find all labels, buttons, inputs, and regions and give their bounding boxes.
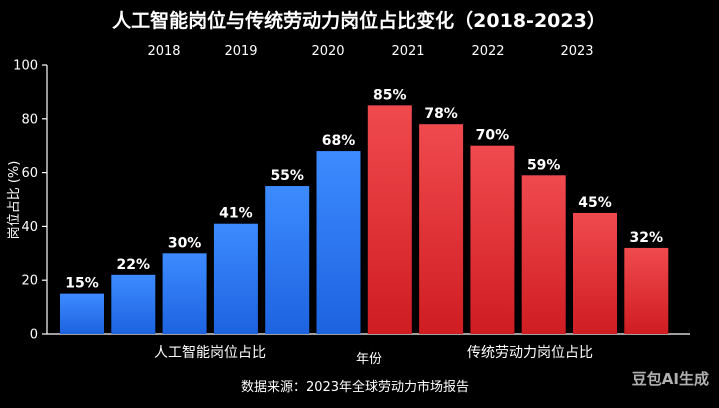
traditional-bar [573, 212, 617, 334]
bar-value-label: 45% [578, 195, 612, 211]
ai-bar [213, 223, 258, 334]
bar-labels: 15% 22% 30% 41% 55% 68% 85% 78% 70% 59% 45% 32% [65, 87, 663, 291]
series-label-ai: 人工智能岗位占比 [154, 345, 266, 361]
top-year-label: 2019 [224, 44, 257, 59]
ai-bar [316, 151, 361, 334]
y-tick-label: 60 [21, 166, 38, 181]
ai-bar [162, 253, 207, 334]
y-tick-label: 40 [21, 220, 38, 235]
top-year-label: 2023 [560, 44, 593, 59]
bars [60, 105, 669, 335]
bar-value-label: 55% [270, 168, 304, 184]
bar-value-label: 59% [527, 157, 561, 173]
axes: 0 20 40 60 80 100 2018 2019 2020 2021 2022 2023 [13, 44, 690, 343]
traditional-bar [419, 124, 464, 335]
y-tick-label: 0 [30, 328, 38, 343]
bar-value-label: 85% [373, 87, 407, 103]
bar-value-label: 70% [476, 128, 510, 144]
bar-value-label: 32% [630, 230, 664, 246]
ai-bar [111, 274, 156, 334]
traditional-bar [521, 175, 566, 334]
top-year-label: 2018 [147, 44, 180, 59]
watermark: 豆包AI生成 [632, 370, 709, 388]
traditional-bar [470, 145, 515, 334]
series-label-traditional: 传统劳动力岗位占比 [467, 345, 593, 361]
source-note: 数据来源：2023年全球劳动力市场报告 [241, 379, 469, 395]
ai-bar [60, 293, 104, 334]
y-tick-label: 80 [21, 112, 38, 127]
x-axis-label: 年份 [356, 352, 382, 367]
traditional-bar [624, 247, 669, 334]
top-year-label: 2021 [391, 44, 424, 59]
bar-value-label: 30% [168, 235, 202, 251]
y-tick-label: 20 [21, 274, 38, 289]
bar-value-label: 78% [424, 106, 458, 122]
top-year-label: 2022 [471, 44, 504, 59]
bar-value-label: 41% [219, 206, 253, 222]
y-tick-label: 100 [13, 59, 38, 74]
bar-value-label: 15% [65, 276, 99, 292]
bar-value-label: 22% [117, 257, 151, 273]
y-axis-label: 岗位占比 (%) [7, 161, 22, 240]
top-year-label: 2020 [311, 44, 344, 59]
traditional-bar [367, 105, 412, 334]
ai-bar [265, 186, 310, 334]
chart-title: 人工智能岗位与传统劳动力岗位占比变化（2018-2023） [112, 9, 606, 32]
bar-value-label: 68% [322, 133, 356, 149]
